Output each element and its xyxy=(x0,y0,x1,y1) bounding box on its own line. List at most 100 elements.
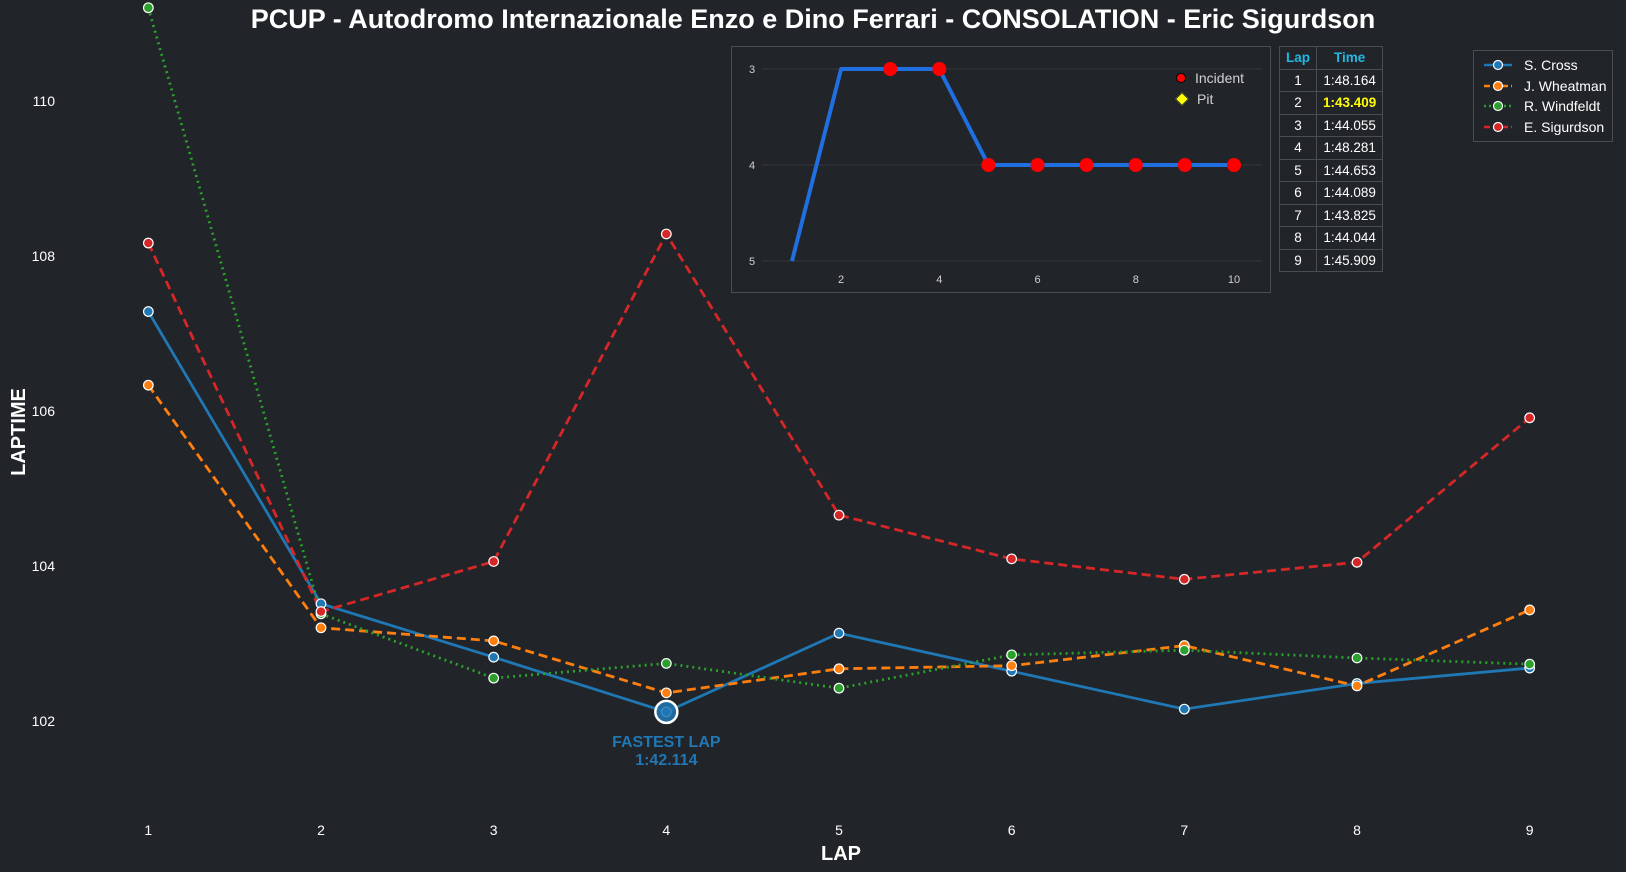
inset-legend-incident: Incident xyxy=(1172,67,1244,88)
table-row: 9 1:45.909 xyxy=(1278,248,1384,272)
legend-label: J. Wheatman xyxy=(1524,77,1607,94)
position-plot: 3 4 5 2 4 6 8 10 xyxy=(749,62,1262,286)
data-point xyxy=(142,306,154,317)
lap-time-cell: 1:43.825 xyxy=(1316,203,1384,227)
incident-marker xyxy=(883,62,898,76)
legend-swatch xyxy=(1484,121,1512,132)
data-point xyxy=(833,663,845,675)
incident-marker xyxy=(932,62,947,76)
data-point xyxy=(1178,644,1190,656)
data-point xyxy=(142,237,154,249)
data-point xyxy=(488,651,500,663)
incident-marker xyxy=(1227,158,1241,172)
position-inset-chart: 3 4 5 2 4 6 8 10 Incident Pit xyxy=(731,46,1271,293)
fastest-lap-marker xyxy=(654,699,679,725)
data-point xyxy=(660,658,672,669)
table-row: 3 1:44.055 xyxy=(1278,113,1384,137)
data-point xyxy=(1006,553,1018,565)
data-point xyxy=(1351,680,1363,692)
incident-marker xyxy=(1079,158,1094,172)
legend-swatch xyxy=(1484,60,1512,71)
x-tick-label: 1 xyxy=(144,822,152,838)
position-line xyxy=(790,67,1234,262)
lap-time-cell: 1:44.044 xyxy=(1316,226,1384,250)
data-point xyxy=(315,622,327,634)
x-tick-label: 3 xyxy=(490,822,498,838)
data-point xyxy=(488,556,500,567)
series-line-j-wheatman xyxy=(147,384,1531,695)
data-point xyxy=(488,635,500,647)
lap-time-cell: 1:45.909 xyxy=(1316,248,1384,272)
table-row: 7 1:43.825 xyxy=(1278,203,1384,227)
series-line-e-sigurdson xyxy=(147,231,1531,614)
table-row: 6 1:44.089 xyxy=(1278,181,1384,205)
table-header-time: Time xyxy=(1316,46,1384,70)
data-point xyxy=(833,682,845,694)
incident-marker xyxy=(1177,158,1192,172)
x-tick-label: 7 xyxy=(1180,822,1188,838)
inset-x-tick-label: 6 xyxy=(1034,274,1040,286)
inset-y-tick-label: 3 xyxy=(749,64,755,76)
y-tick-label: 102 xyxy=(32,713,56,729)
data-point xyxy=(660,687,672,699)
data-point xyxy=(1178,703,1190,715)
inset-x-tick-label: 2 xyxy=(838,274,844,286)
inset-legend: Incident Pit xyxy=(1172,67,1244,109)
data-point xyxy=(142,2,154,14)
legend-item: R. Windfeldt xyxy=(1482,96,1612,117)
x-tick-label: 5 xyxy=(835,822,843,838)
data-point xyxy=(1178,573,1190,585)
x-tick-label: 4 xyxy=(662,822,670,838)
lap-time-cell: 1:43.409 xyxy=(1316,91,1384,115)
x-axis-label: LAP xyxy=(821,843,861,865)
incident-marker xyxy=(1128,158,1143,172)
inset-x-tick-label: 10 xyxy=(1228,274,1240,286)
table-row: 8 1:44.044 xyxy=(1278,226,1384,250)
lap-time-cell: 1:48.164 xyxy=(1316,68,1384,92)
chart-title: PCUP - Autodromo Internazionale Enzo e D… xyxy=(250,4,1376,34)
inset-y-tick-label: 4 xyxy=(749,160,755,172)
legend-swatch xyxy=(1484,101,1512,112)
inset-legend-pit: Pit xyxy=(1172,88,1244,109)
lap-number-cell: 3 xyxy=(1278,113,1318,137)
table-row: 4 1:48.281 xyxy=(1278,136,1384,160)
legend-swatch xyxy=(1484,80,1512,91)
data-point xyxy=(1524,412,1536,424)
y-tick-label: 108 xyxy=(32,248,56,264)
series-legend: S. Cross J. Wheatman R. Windfeldt E. Sigurd… xyxy=(1473,50,1613,142)
legend-label: E. Sigurdson xyxy=(1524,118,1605,135)
lap-number-cell: 2 xyxy=(1278,91,1318,115)
legend-item: E. Sigurdson xyxy=(1482,117,1612,138)
lap-number-cell: 4 xyxy=(1278,136,1318,160)
table-row: 2 1:43.409 xyxy=(1278,91,1384,115)
lap-number-cell: 1 xyxy=(1278,68,1318,92)
lap-time-cell: 1:44.055 xyxy=(1316,113,1384,137)
data-point xyxy=(1006,649,1018,661)
x-tick-label: 6 xyxy=(1008,822,1016,838)
data-point xyxy=(1006,660,1018,672)
y-tick-label: 110 xyxy=(33,93,56,109)
incident-marker-icon xyxy=(1176,72,1186,83)
lap-time-cell: 1:44.653 xyxy=(1316,158,1384,182)
inset-x-tick-label: 4 xyxy=(936,274,942,286)
legend-item: S. Cross xyxy=(1482,55,1612,76)
lap-time-cell: 1:44.089 xyxy=(1316,181,1384,205)
data-point xyxy=(660,228,672,240)
x-tick-label: 2 xyxy=(317,822,325,838)
series-line-r-windfeldt xyxy=(146,7,1530,690)
incident-marker xyxy=(1030,158,1045,172)
lap-number-cell: 9 xyxy=(1278,248,1318,272)
y-tick-label: 104 xyxy=(32,558,56,574)
table-header-row: Lap Time xyxy=(1278,46,1384,70)
x-tick-label: 8 xyxy=(1353,822,1361,838)
y-axis-label: LAPTIME xyxy=(8,388,30,476)
data-point xyxy=(833,627,845,639)
table-row: 5 1:44.653 xyxy=(1278,158,1384,182)
fastest-lap-time: 1:42.114 xyxy=(635,752,697,769)
legend-label: S. Cross xyxy=(1524,57,1578,74)
data-point xyxy=(315,606,327,617)
data-point xyxy=(488,672,500,684)
lap-times-table: Lap Time 1 1:48.164 2 1:43.409 3 1:44.055 4 1:4… xyxy=(1278,46,1384,272)
table-header-lap: Lap xyxy=(1278,46,1318,70)
lap-number-cell: 8 xyxy=(1278,226,1318,250)
